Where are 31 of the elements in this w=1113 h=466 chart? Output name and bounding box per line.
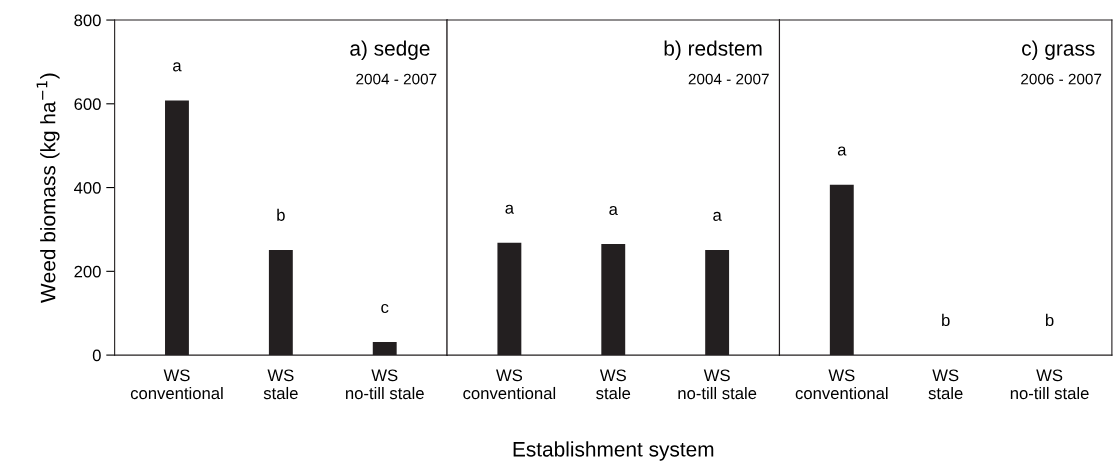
y-tick-label: 200 <box>74 265 101 278</box>
annotation: a <box>173 62 182 72</box>
x-axis-title: Establishment system <box>513 441 714 461</box>
x-tick-label: WS stale <box>928 369 963 400</box>
annotation: a <box>713 211 722 221</box>
y-tick-label: 800 <box>74 14 101 27</box>
text: b) redstem <box>664 40 762 60</box>
annotation: a <box>837 146 847 156</box>
text: 2006 - 2007 <box>1021 73 1102 85</box>
annotation: c <box>381 303 389 314</box>
x-tick-label: WS conventional <box>463 369 556 400</box>
y-axis-title: Weed biomass (kg ha$^{−1}$) <box>36 73 60 303</box>
x-tick-label: WS no-till stale <box>346 369 424 400</box>
x-tick-label: WS no-till stale <box>1010 369 1089 400</box>
x-tick-label: WS no-till stale <box>678 369 757 400</box>
annotation: b <box>277 208 285 221</box>
annotation: b <box>1046 313 1054 327</box>
y-tick-label: 0 <box>92 349 101 362</box>
x-tick-label: WS stale <box>596 369 631 400</box>
y-tick-label: 400 <box>74 181 101 194</box>
x-tick-label: WS conventional <box>130 369 223 400</box>
x-tick-label: WS stale <box>263 369 298 400</box>
annotation: b <box>942 313 950 327</box>
text: 2004 - 2007 <box>356 73 437 85</box>
annotation: a <box>609 205 618 216</box>
text: c) grass <box>1022 40 1095 60</box>
text: a) sedge <box>350 40 430 60</box>
annotation: a <box>505 204 515 214</box>
y-tick-label: 600 <box>74 98 101 110</box>
x-tick-label: WS conventional <box>795 369 888 400</box>
text: 2004 - 2007 <box>688 73 769 85</box>
